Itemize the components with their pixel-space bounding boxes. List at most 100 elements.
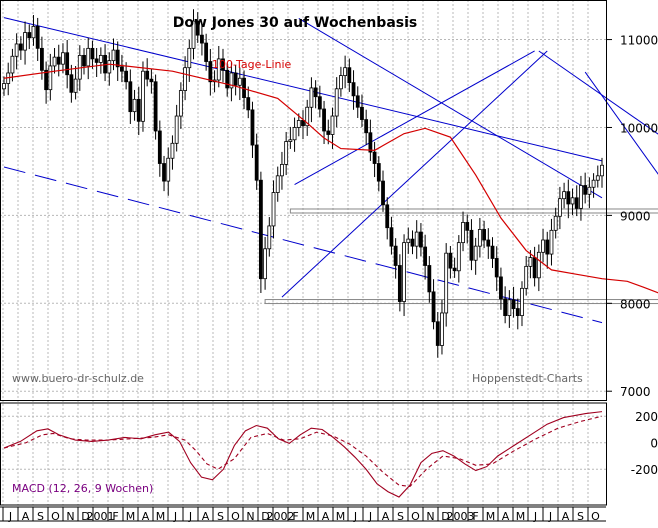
month-label: J: [188, 510, 192, 523]
candle-body: [372, 151, 377, 164]
candle-body: [275, 175, 280, 193]
month-label: M: [486, 510, 496, 523]
candle-body: [595, 175, 600, 181]
candle-body: [486, 239, 491, 247]
month-label: O: [231, 510, 240, 523]
candle-body: [515, 308, 520, 317]
macd-tick-label: 0: [650, 437, 658, 451]
watermark-right: Hoppenstedt-Charts: [472, 372, 583, 385]
candle-body: [141, 70, 145, 122]
candle-body: [216, 58, 221, 81]
month-label: A: [142, 510, 150, 523]
price-tick-label: 7000: [620, 385, 651, 399]
candle-body: [237, 77, 242, 86]
candle-body: [503, 298, 508, 317]
candle-body: [263, 248, 267, 280]
month-label: J: [173, 510, 177, 523]
candle-body: [376, 163, 381, 182]
candle-body: [339, 75, 343, 90]
candle-body: [170, 142, 175, 159]
price-tick-label: 10000: [620, 121, 658, 135]
candle-body: [461, 222, 465, 244]
candle-body: [166, 157, 171, 182]
candle-body: [587, 186, 592, 195]
candle-body: [56, 56, 61, 65]
month-label: 2003: [447, 510, 475, 523]
rising-trendline-2: [294, 50, 535, 186]
candle-body: [73, 78, 78, 93]
candle-body: [397, 265, 402, 302]
candle-body: [271, 192, 276, 227]
candle-body: [507, 299, 512, 317]
candle-body: [157, 130, 162, 164]
upper-trendline: [3, 17, 603, 162]
candle-body: [368, 132, 373, 153]
candle-body: [414, 231, 419, 247]
candle-body: [35, 25, 40, 49]
candle-body: [524, 265, 529, 289]
candle-body: [225, 69, 230, 89]
rising-trendline: [281, 50, 548, 298]
macd-line: [3, 411, 603, 498]
candle-body: [477, 229, 482, 247]
candle-body: [347, 67, 352, 84]
candle-body: [107, 60, 112, 74]
candle-body: [549, 229, 554, 255]
candle-body: [10, 55, 15, 74]
candle-body: [191, 20, 196, 49]
month-label: S: [217, 510, 224, 523]
candle-body: [309, 87, 314, 108]
candle-body: [61, 52, 65, 65]
candle-body: [82, 54, 86, 67]
candle-body: [98, 54, 103, 63]
candle-body: [494, 258, 499, 278]
month-label: A: [502, 510, 510, 523]
candle-body: [326, 130, 331, 135]
month-label: N: [246, 510, 254, 523]
candle-body: [393, 245, 398, 266]
candle-body: [187, 47, 192, 69]
candle-body: [317, 96, 322, 110]
month-label: A: [322, 510, 330, 523]
candle-body: [520, 287, 524, 317]
candle-body: [423, 246, 428, 266]
candle-body: [566, 191, 571, 205]
candle-body: [23, 32, 27, 51]
candle-body: [221, 58, 225, 71]
candle-body: [591, 179, 596, 188]
candle-body: [288, 139, 293, 142]
candle-body: [456, 242, 461, 272]
candle-body: [258, 179, 263, 280]
month-label: M: [306, 510, 316, 523]
candle-body: [440, 312, 444, 346]
candle-body: [334, 88, 339, 117]
month-label: M: [516, 510, 526, 523]
candle-body: [553, 215, 558, 231]
candle-body: [528, 257, 533, 267]
long-resistance-line: [298, 18, 603, 199]
candle-body: [195, 20, 200, 36]
candle-body: [174, 115, 179, 144]
moving-average-label: 100-Tage-Linie: [212, 58, 292, 71]
candle-body: [431, 291, 436, 323]
candle-body: [545, 239, 550, 255]
month-label: F: [472, 510, 478, 523]
month-label: S: [577, 510, 584, 523]
price-tick-label: 9000: [620, 209, 651, 223]
candle-body: [296, 120, 301, 128]
price-tick-label: 11000: [620, 34, 658, 48]
candle-body: [301, 120, 305, 127]
candle-body: [18, 43, 23, 51]
candle-body: [136, 98, 141, 122]
candle-body: [162, 163, 166, 182]
candle-body: [40, 47, 44, 71]
moving-average-line: [3, 63, 658, 294]
candle-body: [65, 52, 70, 76]
candle-body: [120, 66, 124, 72]
candle-body: [419, 231, 423, 248]
price-tick-label: 8000: [620, 297, 651, 311]
month-label: S: [397, 510, 404, 523]
month-label: 2002: [267, 510, 295, 523]
